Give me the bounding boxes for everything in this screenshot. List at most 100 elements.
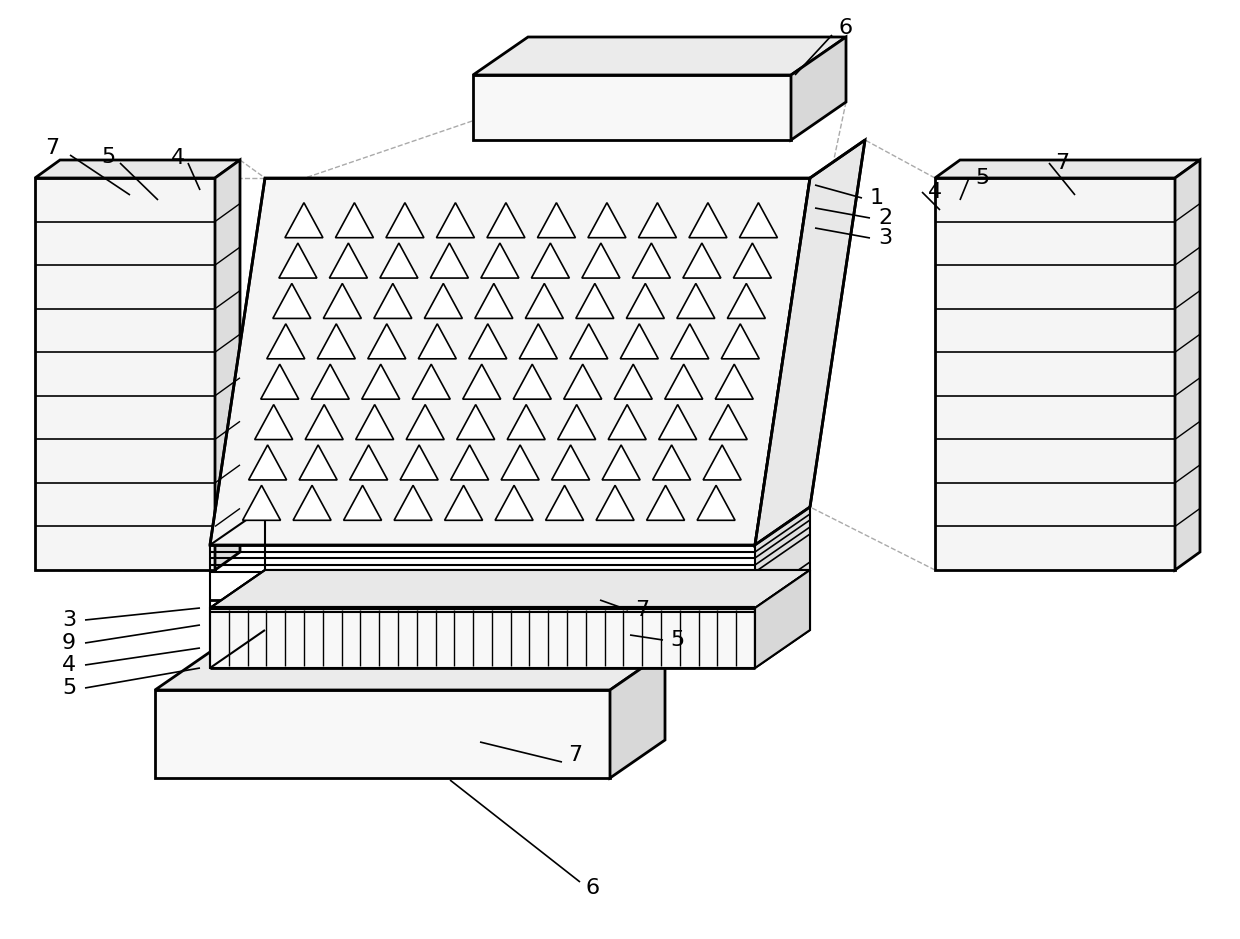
Polygon shape — [430, 243, 469, 278]
Polygon shape — [632, 243, 671, 278]
Polygon shape — [293, 485, 331, 520]
Polygon shape — [362, 364, 399, 399]
Polygon shape — [317, 324, 356, 359]
Polygon shape — [260, 364, 299, 399]
Polygon shape — [215, 160, 241, 570]
Polygon shape — [614, 364, 652, 399]
Polygon shape — [733, 243, 771, 278]
Text: 7: 7 — [568, 745, 582, 765]
Polygon shape — [552, 445, 590, 480]
Polygon shape — [305, 405, 343, 439]
Text: 5: 5 — [100, 147, 115, 167]
Polygon shape — [401, 445, 438, 480]
Text: 7: 7 — [1055, 153, 1069, 173]
Polygon shape — [155, 690, 610, 778]
Text: 6: 6 — [585, 878, 599, 898]
Polygon shape — [279, 243, 317, 278]
Polygon shape — [588, 203, 626, 238]
Polygon shape — [343, 485, 382, 520]
Polygon shape — [582, 243, 620, 278]
Polygon shape — [210, 178, 810, 545]
Polygon shape — [703, 445, 742, 480]
Polygon shape — [639, 203, 677, 238]
Polygon shape — [407, 405, 444, 439]
Polygon shape — [935, 178, 1176, 570]
Text: 7: 7 — [635, 600, 649, 620]
Polygon shape — [35, 160, 241, 178]
Polygon shape — [412, 364, 450, 399]
Polygon shape — [755, 570, 810, 668]
Polygon shape — [210, 570, 810, 608]
Polygon shape — [394, 485, 432, 520]
Polygon shape — [285, 203, 322, 238]
Polygon shape — [755, 570, 810, 668]
Polygon shape — [715, 364, 753, 399]
Polygon shape — [273, 284, 311, 318]
Polygon shape — [603, 445, 640, 480]
Text: 2: 2 — [878, 208, 892, 228]
Polygon shape — [35, 178, 215, 570]
Polygon shape — [456, 405, 495, 439]
Polygon shape — [671, 324, 709, 359]
Polygon shape — [558, 405, 595, 439]
Polygon shape — [311, 364, 350, 399]
Polygon shape — [1176, 160, 1200, 570]
Polygon shape — [626, 284, 665, 318]
Polygon shape — [469, 324, 507, 359]
Polygon shape — [610, 652, 665, 778]
Polygon shape — [683, 243, 720, 278]
Text: 3: 3 — [62, 610, 76, 630]
Text: 4: 4 — [62, 655, 76, 675]
Polygon shape — [608, 405, 646, 439]
Polygon shape — [210, 608, 755, 668]
Polygon shape — [463, 364, 501, 399]
Polygon shape — [507, 405, 546, 439]
Text: 1: 1 — [870, 188, 884, 208]
Text: 6: 6 — [838, 18, 852, 38]
Polygon shape — [646, 485, 684, 520]
Polygon shape — [379, 243, 418, 278]
Text: 3: 3 — [878, 228, 892, 248]
Polygon shape — [501, 445, 539, 480]
Polygon shape — [677, 284, 714, 318]
Polygon shape — [564, 364, 601, 399]
Text: 5: 5 — [62, 678, 76, 698]
Polygon shape — [336, 203, 373, 238]
Polygon shape — [324, 284, 361, 318]
Polygon shape — [472, 37, 846, 75]
Polygon shape — [526, 284, 563, 318]
Polygon shape — [249, 445, 286, 480]
Polygon shape — [373, 284, 412, 318]
Text: 5: 5 — [975, 168, 990, 188]
Polygon shape — [575, 284, 614, 318]
Text: 4: 4 — [171, 148, 185, 168]
Polygon shape — [424, 284, 463, 318]
Polygon shape — [689, 203, 727, 238]
Polygon shape — [267, 324, 305, 359]
Polygon shape — [299, 445, 337, 480]
Polygon shape — [709, 405, 748, 439]
Polygon shape — [487, 203, 525, 238]
Polygon shape — [445, 485, 482, 520]
Text: 5: 5 — [670, 630, 684, 650]
Polygon shape — [450, 445, 489, 480]
Polygon shape — [475, 284, 513, 318]
Polygon shape — [935, 160, 1200, 178]
Polygon shape — [254, 405, 293, 439]
Polygon shape — [513, 364, 552, 399]
Polygon shape — [652, 445, 691, 480]
Polygon shape — [155, 652, 665, 690]
Polygon shape — [210, 570, 810, 608]
Polygon shape — [520, 324, 557, 359]
Polygon shape — [418, 324, 456, 359]
Polygon shape — [722, 324, 759, 359]
Polygon shape — [755, 140, 866, 545]
Polygon shape — [620, 324, 658, 359]
Polygon shape — [546, 485, 584, 520]
Polygon shape — [755, 507, 810, 608]
Polygon shape — [665, 364, 703, 399]
Polygon shape — [386, 203, 424, 238]
Polygon shape — [436, 203, 475, 238]
Polygon shape — [356, 405, 393, 439]
Polygon shape — [569, 324, 608, 359]
